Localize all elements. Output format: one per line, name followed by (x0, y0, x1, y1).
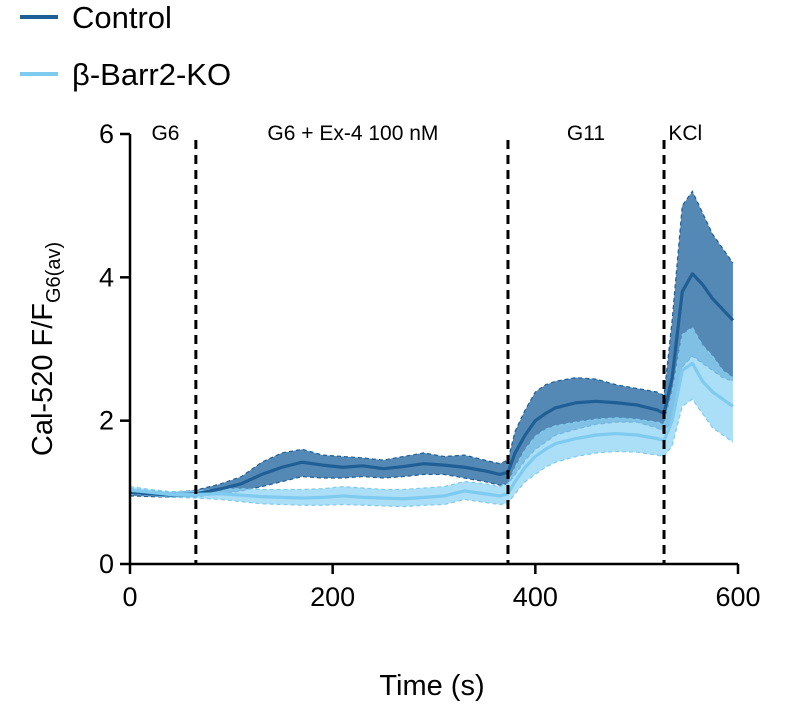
phase-label: G11 (567, 122, 605, 145)
y-tick-label: 2 (99, 406, 114, 436)
x-ticks: 0 200 400 600 (122, 564, 761, 612)
x-tick-label: 600 (715, 582, 760, 612)
y-axis-title-main: Cal-520 F/F (27, 303, 59, 456)
phase-label: G6 + Ex-4 100 nM (267, 122, 438, 145)
band-upper-edge-control (129, 190, 734, 493)
band-lower-edge-control (129, 355, 734, 498)
y-tick-label: 0 (99, 549, 114, 579)
x-axis-title: Time (s) (379, 670, 484, 702)
y-axis-title: Cal-520 F/FG6(av) (27, 242, 65, 456)
y-ticks: 0 2 4 6 (99, 119, 130, 579)
confidence-bands (129, 190, 734, 508)
series-line-ko (129, 361, 734, 501)
legend-label-ko: β-Barr2-KO (72, 57, 231, 92)
series-lines (129, 272, 735, 501)
legend: Control β-Barr2-KO (20, 0, 231, 92)
y-tick-label: 4 (99, 262, 114, 292)
band-lower-edge-ko (129, 398, 734, 508)
phase-label: KCl (668, 122, 702, 145)
series-line-control (129, 272, 735, 497)
x-tick-label: 200 (310, 582, 355, 612)
phase-boundaries: G6 G6 + Ex-4 100 nM G11 KCl (151, 122, 702, 564)
phase-label: G6 (151, 122, 179, 145)
legend-label-control: Control (72, 0, 172, 35)
x-tick-label: 0 (122, 582, 137, 612)
x-tick-label: 400 (513, 582, 558, 612)
y-tick-label: 6 (99, 119, 114, 149)
band-upper-edge-ko (129, 326, 734, 493)
y-axis-title-subscript: G6(av) (43, 242, 65, 303)
